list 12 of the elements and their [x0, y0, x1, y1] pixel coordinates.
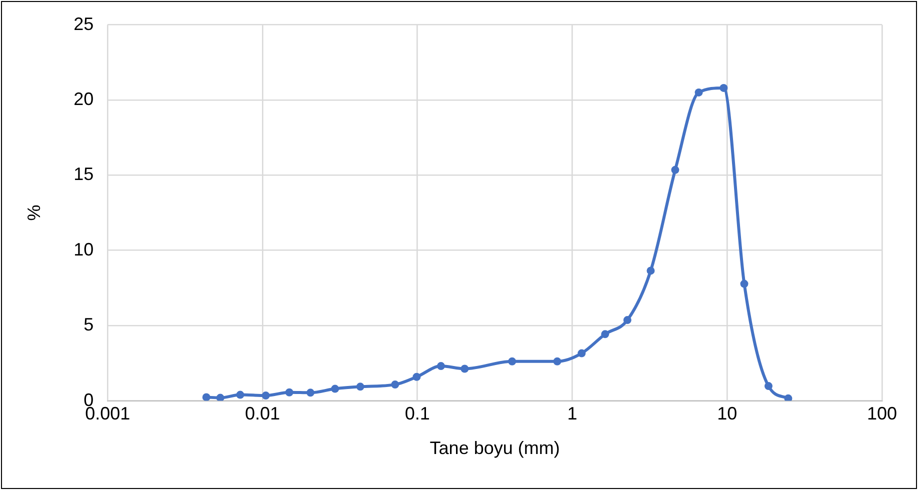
y-axis-title: %	[24, 204, 44, 221]
x-axis-title: Tane boyu (mm)	[430, 438, 560, 458]
y-tick-label: 10	[74, 239, 94, 260]
x-tick-label: 100	[866, 404, 898, 424]
y-tick-label: 15	[74, 164, 94, 184]
x-tick-label: 1	[567, 404, 578, 424]
x-tick-label: 0.01	[244, 404, 280, 424]
x-tick-label: 10	[717, 404, 738, 424]
y-tick-label: 5	[84, 314, 94, 335]
y-tick-label: 20	[74, 88, 94, 109]
x-tick-label: 0.1	[404, 404, 430, 424]
y-tick-label: 25	[74, 14, 94, 34]
